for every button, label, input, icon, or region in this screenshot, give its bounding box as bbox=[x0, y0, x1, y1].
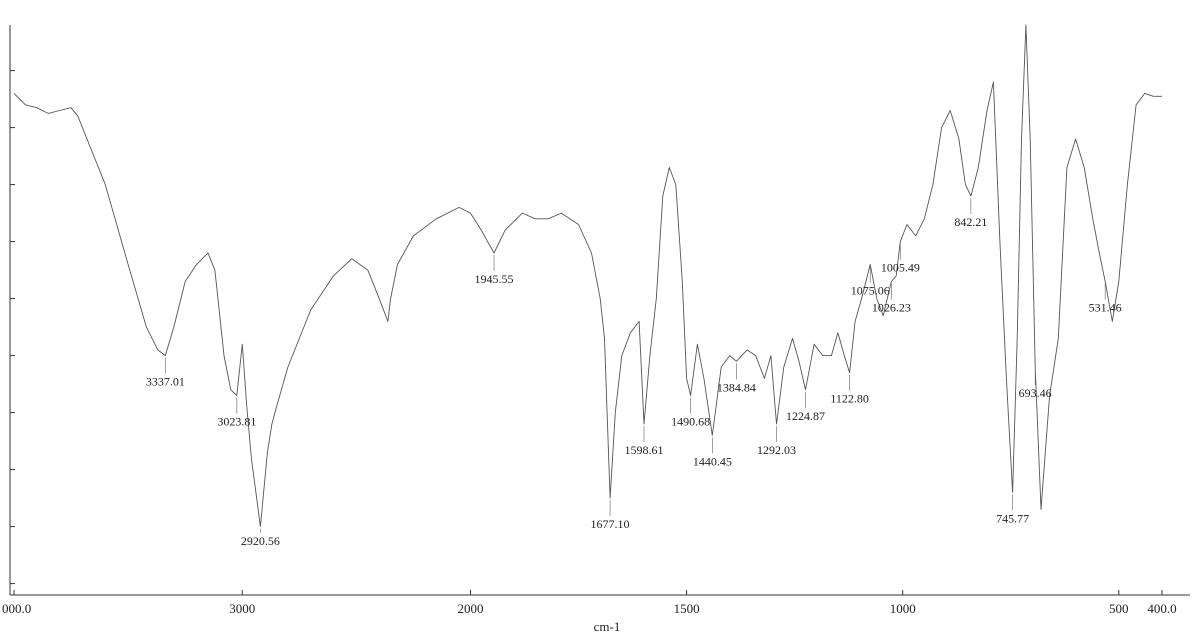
x-tick-label: 3000 bbox=[229, 601, 255, 616]
peak-label: 1598.61 bbox=[624, 443, 663, 457]
x-tick-label: 2000 bbox=[458, 601, 484, 616]
x-axis-title: cm-1 bbox=[594, 619, 621, 634]
peak-label: 1224.87 bbox=[786, 409, 825, 423]
peak-label: 693.46 bbox=[1019, 386, 1052, 400]
peak-label: 2920.56 bbox=[241, 534, 280, 548]
peak-label: 745.77 bbox=[996, 511, 1029, 525]
peak-label: 1945.55 bbox=[475, 272, 514, 286]
peak-label: 1122.80 bbox=[830, 392, 869, 406]
peak-label: 531.46 bbox=[1089, 301, 1122, 315]
x-tick-label: 000.0 bbox=[2, 601, 31, 616]
peak-label: 842.21 bbox=[954, 215, 987, 229]
spectrum-line bbox=[13, 24, 1162, 528]
x-axis: 000.0 3000 2000 1500 1000 500 400.0 bbox=[2, 590, 1190, 616]
peak-label: 1005.49 bbox=[881, 261, 920, 275]
x-tick-label: 400.0 bbox=[1147, 601, 1176, 616]
x-tick-label: 1000 bbox=[890, 601, 916, 616]
peak-label: 1384.84 bbox=[717, 380, 756, 394]
peak-label: 1440.45 bbox=[693, 454, 732, 468]
peak-label: 1490.68 bbox=[671, 415, 710, 429]
peak-label: 1677.10 bbox=[591, 517, 630, 531]
peak-label: 3337.01 bbox=[146, 375, 185, 389]
spectrum-series bbox=[13, 24, 1162, 528]
x-tick-label: 1500 bbox=[674, 601, 700, 616]
peak-label: 1026.23 bbox=[872, 301, 911, 315]
peak-annotations: 3337.01 3023.81 2920.56 1945.55 1677.10 1598.… bbox=[146, 198, 1122, 548]
peak-label: 1075.06 bbox=[851, 283, 890, 297]
y-axis bbox=[9, 25, 15, 595]
peak-label: 3023.81 bbox=[217, 415, 256, 429]
peak-label: 1292.03 bbox=[757, 443, 796, 457]
x-tick-label: 500 bbox=[1109, 601, 1129, 616]
